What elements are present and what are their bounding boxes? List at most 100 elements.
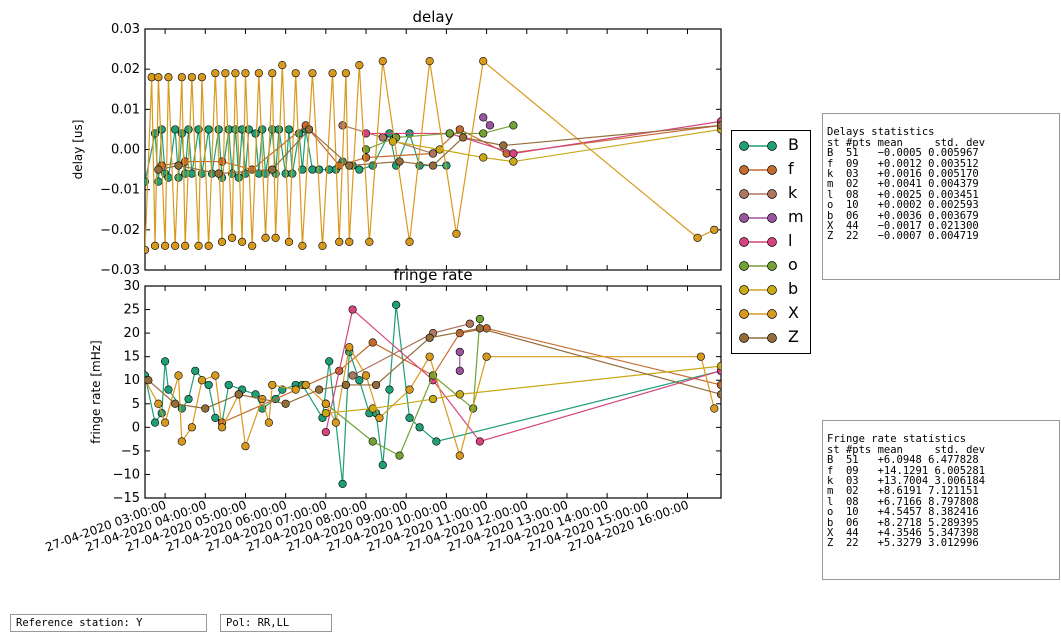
delay-point-m <box>485 121 495 130</box>
rate-ytick-label: 10 <box>123 373 140 388</box>
delay-point-X <box>211 69 220 78</box>
delay-point-l <box>361 129 371 138</box>
legend-label: m <box>788 207 804 226</box>
delay-point-B <box>284 125 294 134</box>
rate-point-Z <box>171 399 180 408</box>
delay-ytick-label: −0.03 <box>100 263 140 278</box>
delay-point-X <box>145 245 150 255</box>
delay-point-b <box>479 153 488 162</box>
legend-item-X: X <box>738 303 808 327</box>
legend-label: B <box>788 135 799 154</box>
delay-point-l <box>509 149 518 158</box>
rate-point-X <box>291 385 300 394</box>
delay-point-o <box>361 145 371 154</box>
rate-ytick-label: 15 <box>123 350 140 365</box>
rate-stats-title: Fringe rate statistics <box>827 433 967 446</box>
delay-point-o <box>445 129 454 138</box>
rate-point-k <box>348 371 357 380</box>
rate-stats-row: k 03 +13.7004 3.006184 <box>827 475 986 488</box>
delay-point-B <box>244 125 253 134</box>
rate-ytick-label: −5 <box>121 444 140 459</box>
rate-point-B <box>432 437 441 446</box>
rate-point-X <box>331 418 340 427</box>
delay-stats-row: l 08 +0.0025 0.003451 <box>827 188 979 201</box>
reference-station-label: Reference station: Y <box>10 614 207 632</box>
delay-ytick-label: 0.00 <box>111 143 140 158</box>
rate-point-Z <box>145 376 153 385</box>
legend-label: f <box>788 159 794 178</box>
delay-point-X <box>365 237 374 246</box>
rate-point-Z <box>201 404 210 413</box>
delay-point-B <box>171 125 180 134</box>
rate-point-X <box>405 385 414 394</box>
legend-item-m: m <box>738 207 808 231</box>
delay-point-B <box>415 161 424 170</box>
delay-point-X <box>217 237 227 246</box>
rate-point-b <box>716 361 721 371</box>
delay-point-X <box>221 69 230 78</box>
rate-point-X <box>482 352 491 361</box>
rate-point-X <box>455 451 464 460</box>
delay-point-X <box>268 69 277 78</box>
delay-point-B <box>355 165 364 174</box>
rate-point-l <box>348 305 357 314</box>
rate-point-X <box>301 380 310 390</box>
delay-point-B <box>298 165 307 174</box>
delay-point-k <box>428 149 438 158</box>
delay-ytick-label: −0.01 <box>100 183 140 198</box>
delay-point-B <box>184 125 193 134</box>
legend-item-k: k <box>738 183 808 207</box>
rate-point-B <box>184 394 193 404</box>
legend-item-l: l <box>738 231 808 255</box>
rate-stats-header: st #pts mean std. dev <box>827 443 986 456</box>
rate-stats-row: X 44 +4.3546 5.347398 <box>827 527 979 540</box>
rate-point-f <box>368 338 377 347</box>
delay-point-X <box>308 69 317 78</box>
polarization-label: Pol: RR,LL <box>220 614 332 632</box>
delay-point-X <box>341 69 351 78</box>
rate-stats-row: Z 22 +5.3279 3.012996 <box>827 537 979 550</box>
legend-label: b <box>788 279 799 298</box>
delay-point-X <box>164 73 173 82</box>
delay-point-k <box>338 121 347 130</box>
rate-point-f <box>716 380 721 390</box>
delay-point-Z <box>214 169 223 178</box>
delay-point-X <box>204 241 213 250</box>
rate-ytick-label: 25 <box>123 303 140 318</box>
rate-point-B <box>211 413 220 423</box>
delay-point-B <box>251 129 260 138</box>
rate-point-X <box>174 371 183 380</box>
delay-point-X <box>241 69 250 78</box>
delay-point-m <box>479 113 488 122</box>
rate-point-X <box>211 371 220 380</box>
delay-point-X <box>238 237 247 246</box>
delay-point-X <box>248 241 257 250</box>
legend-item-o: o <box>738 255 808 279</box>
delay-point-X <box>291 69 300 78</box>
delay-ylabel: delay [us] <box>71 120 85 180</box>
delay-point-X <box>150 241 160 250</box>
rate-point-B <box>191 366 200 375</box>
legend-item-b: b <box>738 279 808 303</box>
rate-point-l <box>475 437 484 446</box>
delay-point-X <box>278 61 287 70</box>
delay-point-X <box>187 73 196 82</box>
delay-point-B <box>258 125 267 134</box>
rate-point-B <box>385 385 394 394</box>
rate-point-X <box>268 380 277 390</box>
rate-ytick-label: 30 <box>123 279 140 294</box>
delay-point-f <box>361 153 371 162</box>
delay-point-X <box>261 233 270 242</box>
rate-point-Z <box>371 380 381 390</box>
rate-point-X <box>197 376 207 385</box>
delay-series-X-line <box>145 59 715 250</box>
rate-ylabel: fringe rate [mHz] <box>89 340 103 443</box>
rate-point-Z <box>234 390 243 399</box>
delay-point-X <box>345 237 354 246</box>
legend-label: Z <box>788 327 799 346</box>
rate-point-b <box>321 409 330 418</box>
delay-point-X <box>284 237 294 246</box>
rate-point-o <box>395 451 404 460</box>
delay-point-X <box>171 241 180 250</box>
rate-point-B <box>204 380 213 390</box>
